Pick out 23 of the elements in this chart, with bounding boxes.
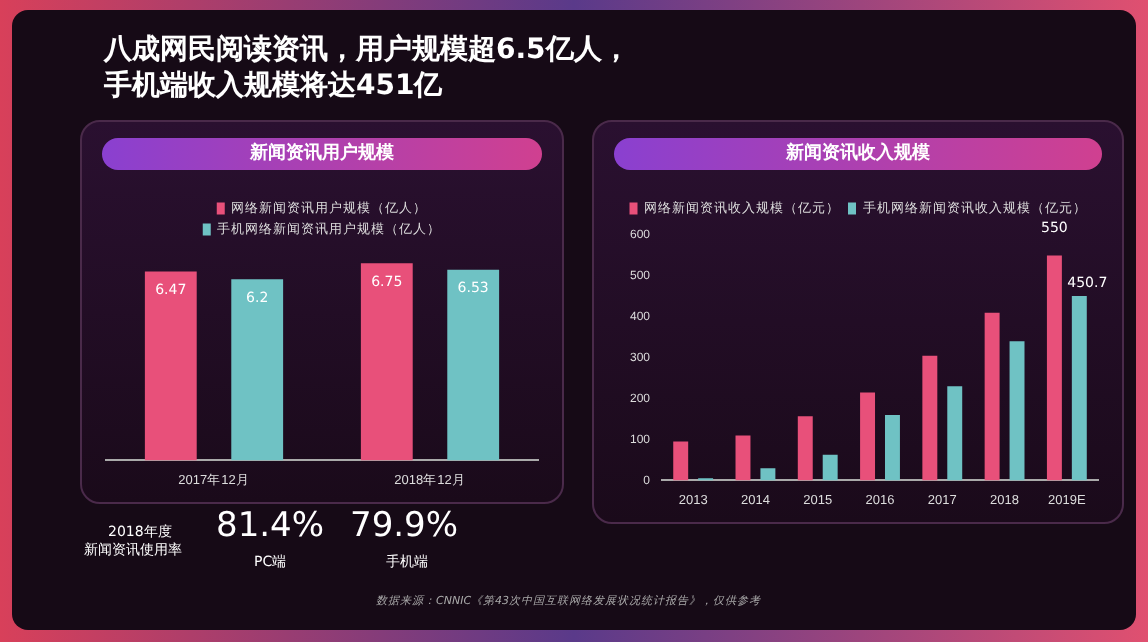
text: 79.9% [350, 506, 459, 549]
bar [360, 263, 413, 461]
bar [447, 269, 500, 461]
bar [922, 355, 938, 481]
chart-title: 新闻资讯收入规模 [614, 138, 1102, 170]
bar [1071, 296, 1087, 481]
bar [673, 441, 689, 481]
bar [1009, 341, 1025, 481]
bar [735, 435, 751, 481]
bar [231, 279, 284, 461]
bar [984, 312, 1000, 481]
bar [860, 392, 876, 481]
bar [760, 468, 776, 481]
bar [797, 416, 813, 481]
bar [884, 414, 900, 481]
bar [947, 386, 963, 481]
bar [822, 454, 838, 481]
bar [1046, 255, 1062, 481]
text: 手机端收入规模将达451亿 [104, 68, 443, 104]
chart-title: 新闻资讯用户规模 [102, 138, 542, 170]
text: 八成网民阅读资讯，用户规模超6.5亿人， [104, 32, 630, 68]
text: 81.4% [216, 506, 325, 549]
bar [144, 271, 197, 461]
